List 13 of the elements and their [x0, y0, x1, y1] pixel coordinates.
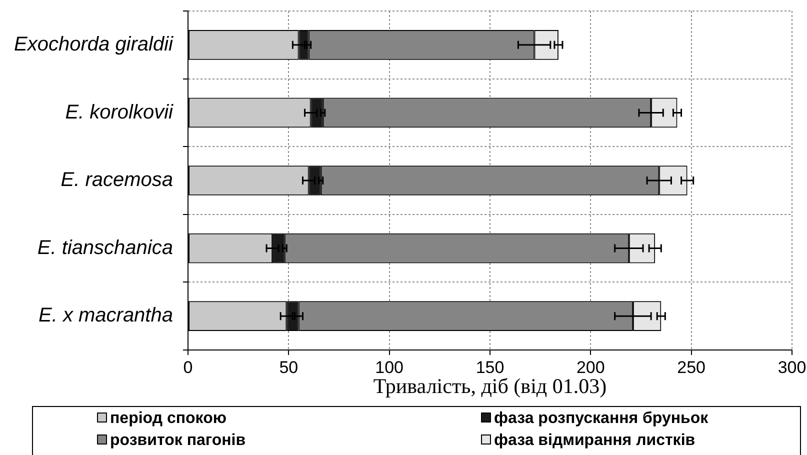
y-tick-label: E. x macrantha — [38, 304, 173, 327]
legend-label: фаза відмирання листків — [494, 432, 696, 449]
y-tick-label: E. korolkovii — [65, 101, 174, 124]
x-tick-label: 0 — [183, 358, 193, 377]
y-tick-label: E. racemosa — [60, 169, 173, 192]
legend-label: період спокою — [110, 410, 227, 427]
x-tick-label: 250 — [677, 358, 706, 377]
x-tick-label: 50 — [279, 358, 298, 377]
y-tick-label: E. tianschanica — [37, 236, 173, 259]
legend-label: розвиток пагонів — [110, 432, 246, 449]
y-tick-label: Exochorda giraldii — [14, 33, 174, 56]
x-tick-label: 300 — [778, 358, 806, 377]
legend-label: фаза розпускання бруньок — [494, 410, 710, 427]
